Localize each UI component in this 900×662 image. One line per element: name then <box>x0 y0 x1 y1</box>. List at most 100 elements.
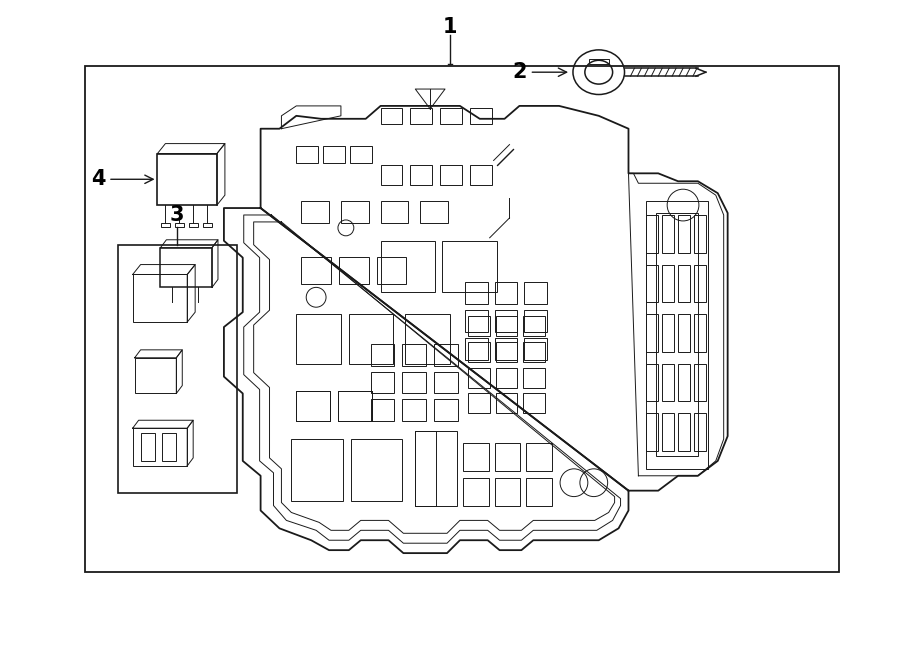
Bar <box>465 338 488 359</box>
Bar <box>495 443 520 471</box>
Bar <box>140 433 155 461</box>
Bar <box>468 393 490 413</box>
Text: 3: 3 <box>170 205 184 225</box>
Bar <box>296 391 330 421</box>
Bar <box>376 257 407 285</box>
Bar <box>176 223 184 227</box>
Bar <box>525 310 547 332</box>
Bar <box>468 316 490 336</box>
Bar <box>302 201 329 223</box>
Bar <box>434 371 458 393</box>
Bar <box>525 283 547 305</box>
Bar <box>495 310 518 332</box>
Bar <box>495 283 518 305</box>
Bar <box>646 363 658 401</box>
Bar <box>646 215 658 253</box>
Bar <box>292 439 343 500</box>
Bar <box>381 166 402 185</box>
Bar <box>339 257 369 285</box>
Bar <box>526 478 552 506</box>
Bar <box>442 241 497 293</box>
Bar <box>656 213 698 456</box>
Bar <box>323 146 345 164</box>
Bar <box>524 393 545 413</box>
Bar <box>678 314 690 352</box>
Bar <box>161 223 170 227</box>
Bar <box>402 344 427 365</box>
Bar <box>524 316 545 336</box>
Bar <box>434 399 458 421</box>
Bar <box>158 154 217 205</box>
Text: 4: 4 <box>91 169 153 189</box>
Bar <box>402 371 427 393</box>
Bar <box>646 413 658 451</box>
Bar <box>189 223 198 227</box>
Bar <box>296 391 330 421</box>
Bar <box>470 166 491 185</box>
Bar <box>86 66 839 572</box>
Bar <box>496 342 518 361</box>
Bar <box>203 223 212 227</box>
Bar <box>162 433 176 461</box>
Bar <box>662 265 674 303</box>
Bar <box>465 283 488 305</box>
Bar <box>468 342 490 361</box>
Bar <box>338 391 372 421</box>
Bar <box>496 367 518 387</box>
Bar <box>646 265 658 303</box>
Bar <box>371 371 394 393</box>
Bar <box>496 316 518 336</box>
Bar <box>338 391 372 421</box>
Bar <box>405 314 450 363</box>
Bar <box>694 363 706 401</box>
Bar <box>296 314 341 363</box>
Bar <box>434 344 458 365</box>
Bar <box>132 428 187 466</box>
Bar <box>694 413 706 451</box>
Bar <box>463 443 489 471</box>
Bar <box>415 431 457 506</box>
Bar <box>381 108 402 124</box>
Bar <box>415 431 436 506</box>
Bar <box>135 357 176 393</box>
Bar <box>371 399 394 421</box>
Bar <box>468 367 490 387</box>
Bar <box>463 478 489 506</box>
Bar <box>132 275 187 322</box>
Text: 1: 1 <box>443 17 457 36</box>
Bar <box>678 215 690 253</box>
Bar <box>160 248 212 287</box>
Bar <box>646 314 658 352</box>
Bar <box>662 413 674 451</box>
Bar <box>589 60 608 64</box>
Bar <box>662 314 674 352</box>
Bar <box>526 443 552 471</box>
Bar <box>524 342 545 361</box>
Bar <box>440 166 462 185</box>
Bar <box>381 241 435 293</box>
Bar <box>302 257 331 285</box>
Bar <box>525 338 547 359</box>
Bar <box>662 215 674 253</box>
Bar <box>662 363 674 401</box>
Bar <box>524 367 545 387</box>
Bar <box>470 108 491 124</box>
Bar <box>341 201 369 223</box>
Bar <box>678 413 690 451</box>
Bar <box>694 314 706 352</box>
Bar <box>381 201 409 223</box>
Bar <box>694 265 706 303</box>
Bar <box>495 338 518 359</box>
Bar <box>410 108 432 124</box>
Bar <box>410 166 432 185</box>
Bar <box>351 439 402 500</box>
Bar <box>371 344 394 365</box>
Bar <box>678 265 690 303</box>
Text: 2: 2 <box>512 62 567 82</box>
Bar <box>465 310 488 332</box>
Bar <box>420 201 448 223</box>
Bar <box>296 146 318 164</box>
Bar <box>694 215 706 253</box>
Bar <box>495 478 520 506</box>
Bar <box>646 201 707 469</box>
